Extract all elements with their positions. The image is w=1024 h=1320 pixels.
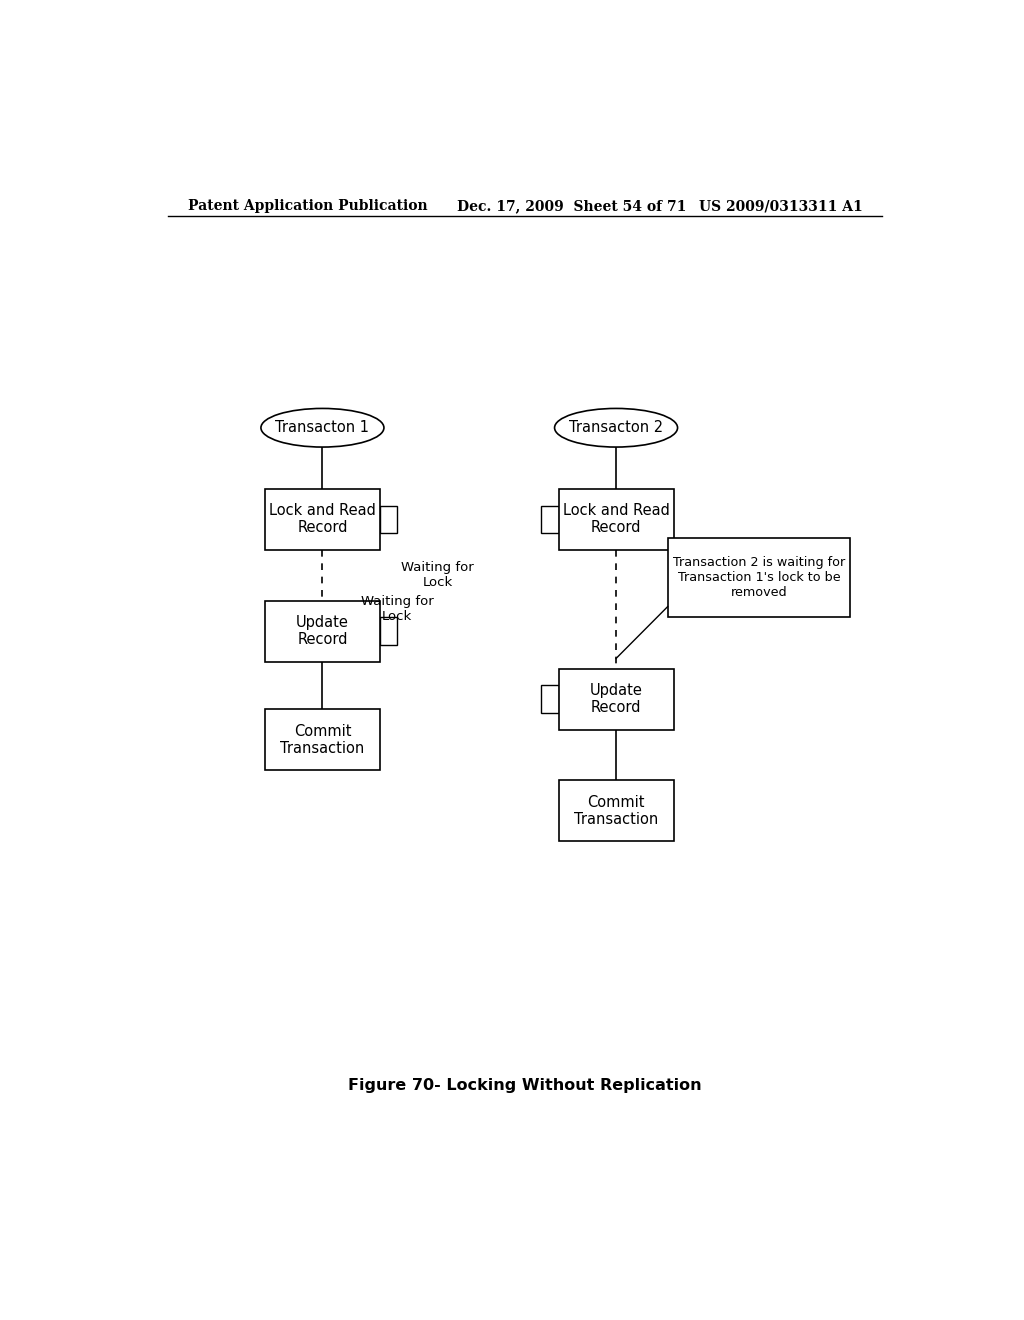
Text: Update
Record: Update Record <box>590 682 642 715</box>
Bar <box>541 506 558 533</box>
Text: Transaction 2 is waiting for
Transaction 1's lock to be
removed: Transaction 2 is waiting for Transaction… <box>673 556 845 599</box>
Bar <box>380 506 397 533</box>
Bar <box>265 601 380 661</box>
Bar <box>541 685 558 713</box>
Text: Lock and Read
Record: Lock and Read Record <box>269 503 376 536</box>
Bar <box>380 618 397 644</box>
Text: Update
Record: Update Record <box>296 615 349 647</box>
Text: Figure 70- Locking Without Replication: Figure 70- Locking Without Replication <box>348 1078 701 1093</box>
Bar <box>265 709 380 771</box>
Text: Transacton 2: Transacton 2 <box>569 420 664 436</box>
Text: Commit
Transaction: Commit Transaction <box>573 795 658 828</box>
Bar <box>558 780 674 841</box>
Text: Patent Application Publication: Patent Application Publication <box>187 199 427 213</box>
Bar <box>558 488 674 549</box>
Text: Waiting for
Lock: Waiting for Lock <box>401 561 474 589</box>
Text: Commit
Transaction: Commit Transaction <box>281 723 365 756</box>
Text: Transacton 1: Transacton 1 <box>275 420 370 436</box>
Text: Dec. 17, 2009  Sheet 54 of 71: Dec. 17, 2009 Sheet 54 of 71 <box>458 199 687 213</box>
Bar <box>558 669 674 730</box>
Text: Waiting for
Lock: Waiting for Lock <box>360 595 433 623</box>
Bar <box>668 537 850 616</box>
Ellipse shape <box>555 408 678 447</box>
Bar <box>265 488 380 549</box>
Ellipse shape <box>261 408 384 447</box>
Text: US 2009/0313311 A1: US 2009/0313311 A1 <box>699 199 863 213</box>
Text: Lock and Read
Record: Lock and Read Record <box>562 503 670 536</box>
